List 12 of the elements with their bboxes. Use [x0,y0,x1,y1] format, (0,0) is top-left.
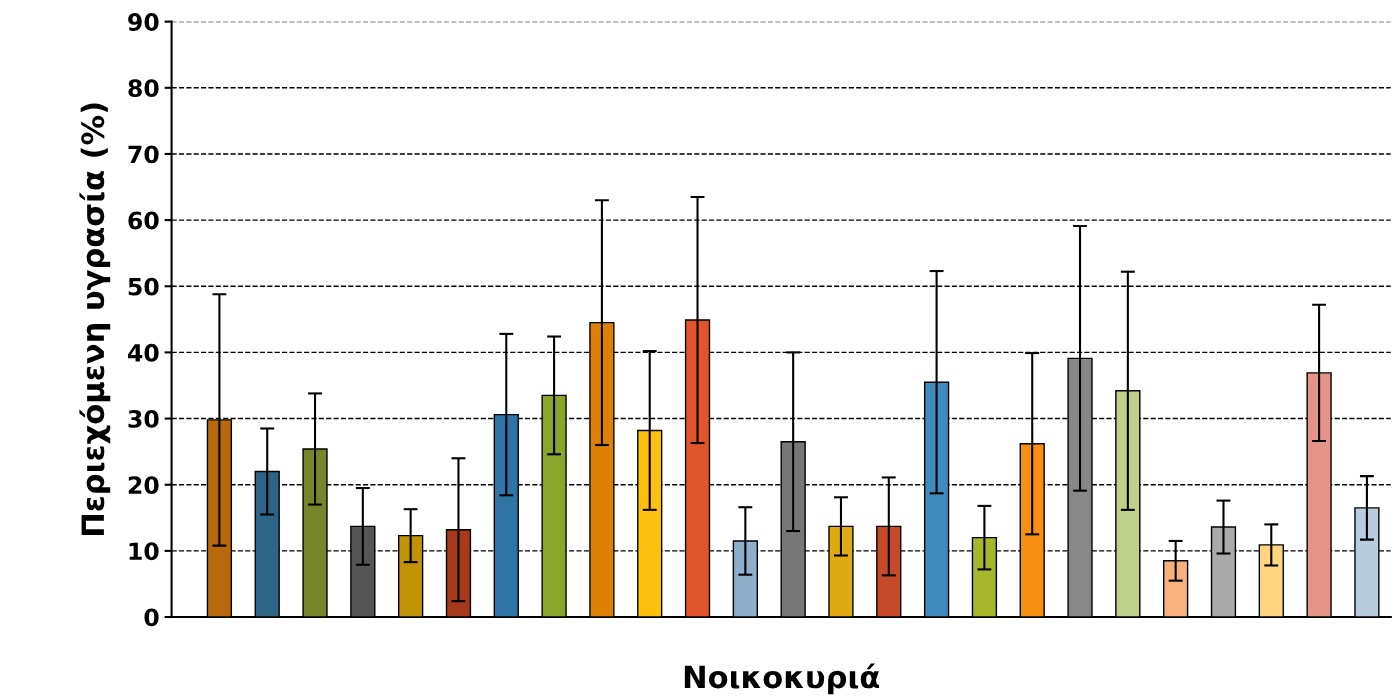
y-tick-label: 30 [128,410,159,428]
y-tick-label: 10 [129,542,159,561]
x-axis-title: Νοικοκυριά [684,663,880,695]
y-tick-label: 20 [128,476,159,495]
y-tick-label: 90 [128,13,159,31]
y-axis-title: Περιεχόμενη υγρασία (%) [79,103,111,535]
y-tick-label: 50 [128,277,159,296]
y-tick-label: 80 [128,79,159,98]
y-tick-label: 60 [128,211,159,230]
y-tick-label: 0 [144,608,159,627]
y-tick-label: 70 [128,145,159,164]
y-tick-label: 40 [127,343,159,362]
